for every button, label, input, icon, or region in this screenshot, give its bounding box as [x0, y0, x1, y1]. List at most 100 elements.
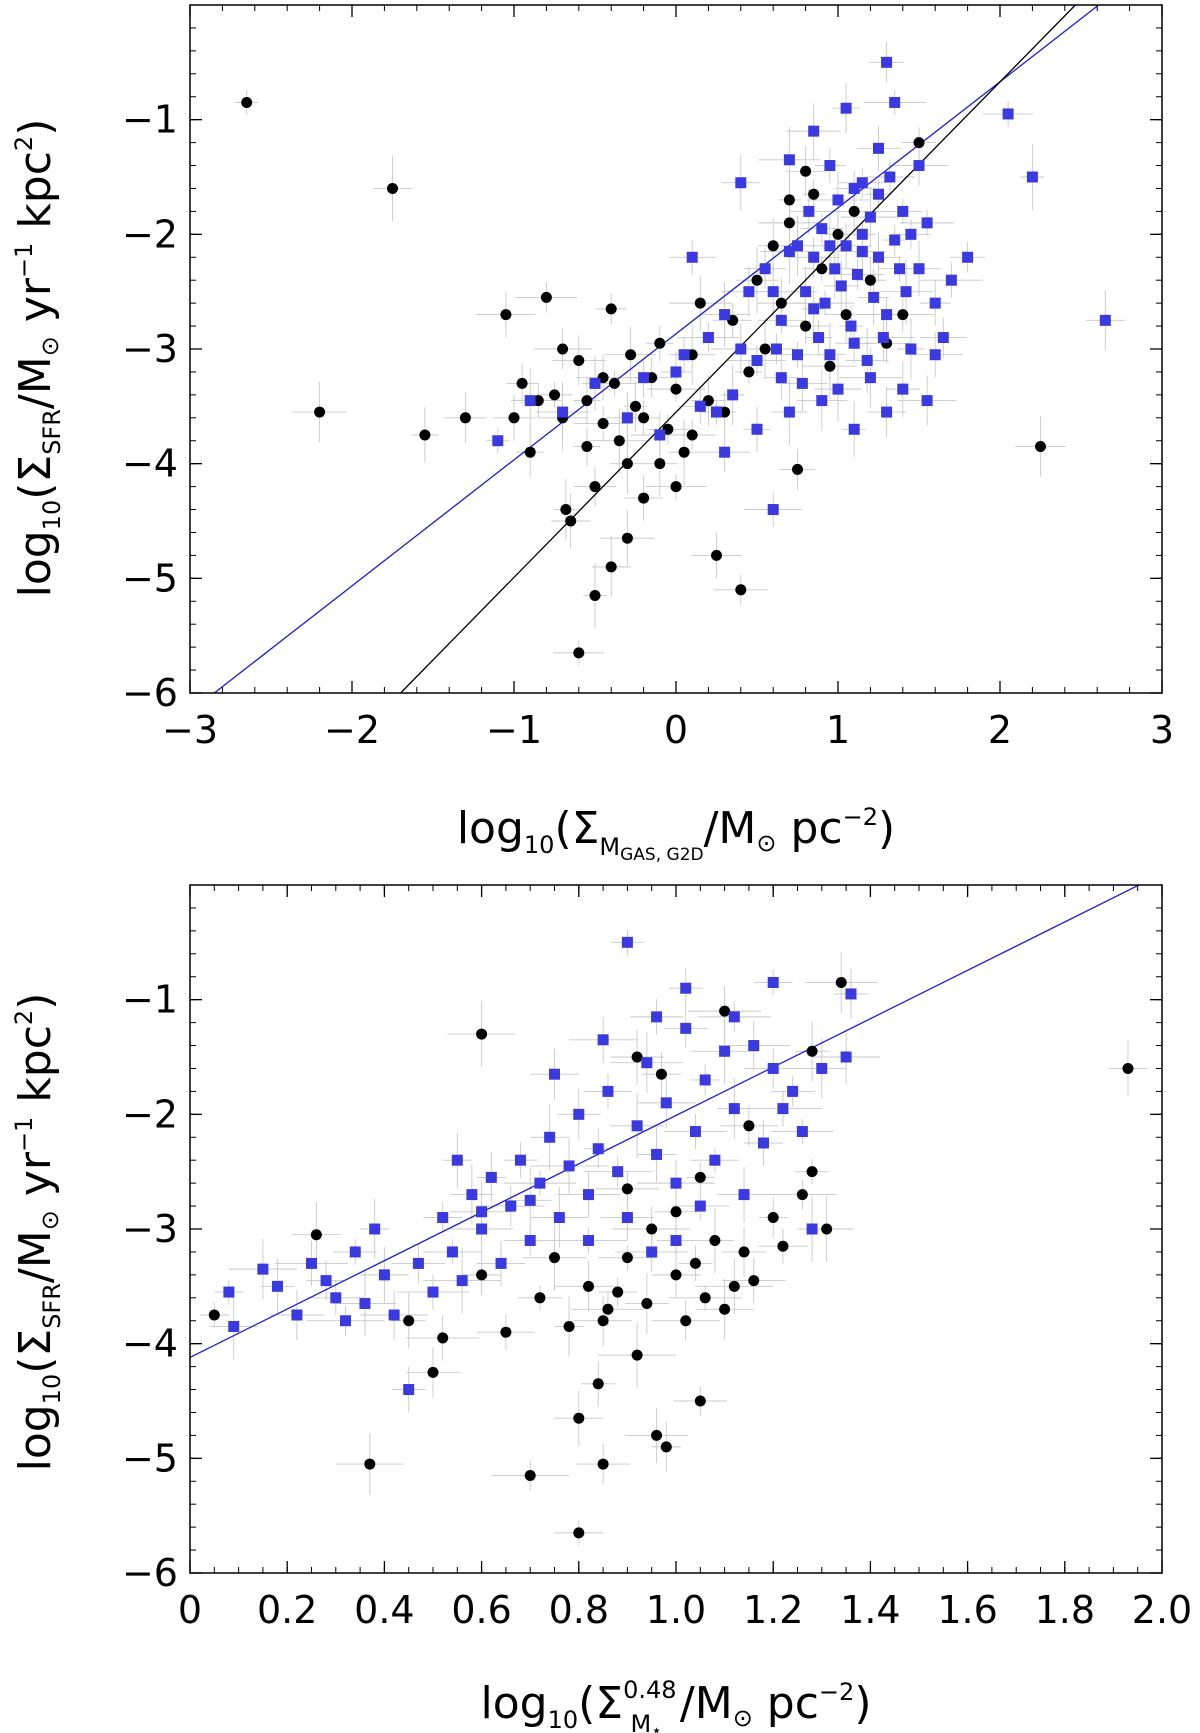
black-point [711, 549, 722, 561]
blue-point [900, 286, 912, 298]
black-point [437, 1332, 449, 1344]
blue-point [476, 1223, 488, 1235]
black-point [597, 1315, 609, 1327]
blue-point [651, 1148, 663, 1160]
blue-point [808, 125, 820, 137]
blue-point [775, 314, 787, 326]
blue-point [800, 286, 812, 298]
x-tick-label: 2.0 [1132, 1588, 1192, 1632]
blue-point [868, 291, 880, 303]
black-point [625, 349, 637, 361]
black-point [735, 584, 747, 596]
black-point [573, 1527, 585, 1539]
black-point [608, 377, 620, 389]
blue-point [835, 280, 847, 292]
blue-point [905, 343, 917, 355]
black-point [597, 418, 609, 430]
blue-point [816, 1062, 828, 1074]
black-point [638, 412, 650, 424]
blue-point [330, 1292, 342, 1304]
x-tick-label: −3 [162, 708, 218, 752]
black-point [549, 1252, 560, 1264]
blue-point [796, 377, 808, 389]
blue-point [845, 988, 857, 1000]
blue-point [848, 182, 860, 194]
black-point [686, 429, 698, 441]
black-point [743, 1120, 755, 1132]
blue-point [1026, 171, 1038, 183]
black-point [524, 1470, 536, 1482]
blue-point [589, 377, 601, 389]
black-point [540, 291, 552, 303]
blue-point [945, 274, 957, 286]
x-tick-label: 0.4 [354, 1588, 414, 1632]
black-point [476, 1269, 488, 1281]
blue-point [466, 1189, 478, 1201]
blue-point [228, 1320, 240, 1332]
black-point [835, 976, 847, 988]
black-point [583, 1280, 595, 1292]
blue-point [476, 1206, 488, 1218]
blue-point [1099, 314, 1111, 326]
black-point [560, 504, 572, 516]
black-point [783, 194, 795, 206]
black-point [589, 481, 601, 493]
blue-point [840, 102, 852, 114]
black-point [719, 1005, 731, 1017]
black-point [751, 274, 763, 286]
chart-top-xlabel: log10(ΣMGAS, G2D/M⊙ pc−2) [457, 803, 895, 865]
black-point [621, 458, 633, 470]
blue-point [824, 349, 836, 361]
blue-point [621, 412, 633, 424]
black-point [806, 1166, 818, 1178]
blue-point [563, 1160, 575, 1172]
blue-point [524, 395, 536, 407]
black-point [655, 1068, 667, 1080]
black-point [777, 1240, 789, 1252]
chart-top-black-points [241, 96, 1046, 659]
y-tick-label: −3 [122, 1207, 178, 1251]
black-point [759, 343, 771, 355]
blue-point [856, 177, 868, 189]
blue-point [861, 354, 873, 366]
blue-point [544, 1131, 556, 1143]
blue-point [388, 1309, 400, 1321]
blue-point [816, 223, 828, 235]
blue-point [446, 1246, 458, 1258]
blue-point [848, 337, 860, 349]
black-point [427, 1366, 439, 1378]
blue-point [349, 1246, 361, 1258]
blue-point [524, 1194, 536, 1206]
blue-point [553, 1212, 565, 1224]
x-tick-label: 0 [664, 708, 688, 752]
blue-point [921, 395, 933, 407]
blue-point [583, 1234, 595, 1246]
blue-point [728, 1103, 740, 1115]
black-point [767, 240, 779, 252]
y-tick-label: −5 [122, 1436, 178, 1480]
blue-point [816, 395, 828, 407]
black-point [800, 320, 812, 332]
blue-point [856, 228, 868, 240]
blue-point [829, 263, 841, 275]
black-point [775, 297, 787, 309]
chart-bottom: 0 0.2 0.4 0.6 0.8 1.0 1.2 1.4 1.6 1.8 2.0 −6 −5 −4 −3 −… [10, 884, 1192, 1733]
black-point [748, 1275, 760, 1287]
blue-point [767, 1062, 779, 1074]
blue-point [783, 406, 795, 418]
chart-bottom-ylabel: log10(ΣSFR/M⊙ yr−1 kpc2) [10, 993, 66, 1472]
blue-point [735, 177, 747, 189]
black-point [208, 1309, 220, 1321]
chart-top: −3 −2 −1 0 1 2 3 −6 −5 −4 −3 −2 −1 log10(ΣMGAS, G2D/… [10, 4, 1174, 865]
black-point [241, 96, 253, 108]
blue-point [719, 1045, 731, 1057]
blue-point [257, 1263, 269, 1275]
x-tick-label: 1 [826, 708, 850, 752]
black-point [796, 1189, 808, 1201]
blue-point [689, 1126, 701, 1138]
blue-point [889, 234, 901, 246]
blue-point [748, 1040, 760, 1052]
black-point [565, 515, 577, 527]
blue-point [845, 320, 857, 332]
